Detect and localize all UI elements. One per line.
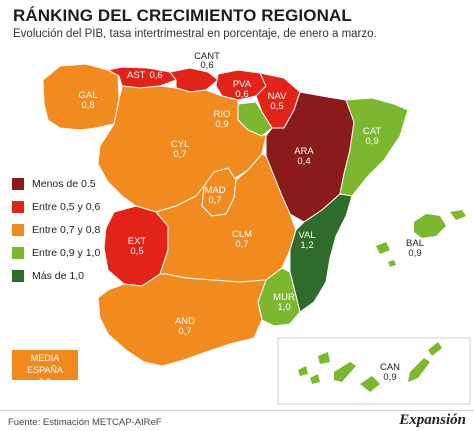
legend-item: Más de 1,0 — [12, 266, 100, 286]
footer: Fuente: Estimación METCAP-AIReF Expansió… — [0, 410, 474, 431]
brand-logo: Expansión — [399, 412, 466, 428]
legend-item: Menos de 0.5 — [12, 174, 100, 194]
label-and-code: AND — [175, 316, 195, 327]
source-text: Fuente: Estimación METCAP-AIReF — [8, 417, 162, 428]
label-clm-value: 0,7 — [235, 239, 248, 250]
legend-label: Entre 0,5 y 0,6 — [32, 201, 101, 213]
legend-item: Entre 0,7 y 0,8 — [12, 220, 100, 240]
legend-item: Entre 0,5 y 0,6 — [12, 197, 100, 217]
region-and — [97, 273, 267, 367]
label-mad-code: MAD — [204, 185, 225, 196]
label-val-value: 1,2 — [300, 240, 313, 251]
region-ast — [106, 66, 177, 89]
label-bal-value: 0,9 — [408, 248, 421, 259]
region-can-7 — [428, 342, 442, 356]
region-can-4 — [334, 362, 356, 382]
legend-swatch — [12, 178, 24, 190]
map-title: RÁNKING DEL CRECIMIENTO REGIONAL — [13, 6, 352, 25]
label-and-value: 0,7 — [178, 326, 191, 337]
legend-swatch — [12, 270, 24, 282]
region-rio — [237, 101, 273, 137]
label-cant-code: CANT — [194, 51, 220, 62]
region-bal-formentera — [388, 260, 396, 267]
label-bal-code: BAL — [406, 238, 424, 249]
label-mur-code: MUR — [273, 292, 295, 303]
media-value: 0,8 — [38, 377, 52, 387]
label-nav-value: 0,5 — [270, 101, 283, 112]
region-can-2 — [310, 374, 320, 384]
legend-label: Más de 1,0 — [32, 270, 84, 282]
label-mad-value: 0,7 — [208, 195, 221, 206]
legend-label: Menos de 0.5 — [32, 178, 96, 190]
label-ara-code: ARA — [294, 146, 314, 157]
region-bal-menorca — [450, 210, 466, 220]
label-ext-code: EXT — [128, 236, 147, 247]
map-subtitle: Evolución del PIB, tasa intertrimestral … — [13, 28, 377, 40]
label-gal-code: GAL — [78, 90, 97, 101]
region-cat — [339, 97, 409, 197]
label-val-code: VAL — [298, 230, 315, 241]
label-cyl-code: CYL — [171, 139, 189, 150]
label-can-code: CAN — [380, 362, 400, 373]
map-legend: Menos de 0.5 Entre 0,5 y 0,6 Entre 0,7 y… — [12, 174, 100, 289]
label-nav-code: NAV — [268, 91, 287, 102]
region-val — [289, 193, 353, 313]
label-rio-code: RIO — [214, 109, 231, 120]
region-can-6 — [408, 358, 430, 382]
region-can-1 — [298, 366, 308, 376]
label-ara-value: 0,4 — [297, 156, 310, 167]
label-cyl-value: 0,7 — [173, 149, 186, 160]
label-rio-value: 0,9 — [215, 119, 228, 130]
label-mur-value: 1,0 — [277, 302, 290, 313]
legend-swatch — [12, 224, 24, 236]
legend-swatch — [12, 201, 24, 213]
label-cat-value: 0,9 — [365, 136, 378, 147]
label-can-value: 0,9 — [383, 372, 396, 383]
region-can-5 — [360, 376, 380, 392]
label-ext-value: 0,5 — [130, 246, 143, 257]
label-gal-value: 0,8 — [81, 100, 94, 111]
spain-map: GAL 0,8 AST 0,6 CANT 0,6 PVA 0,6 NAV 0,5 … — [42, 51, 471, 405]
label-cant-value: 0,6 — [200, 60, 213, 71]
legend-label: Entre 0,7 y 0,8 — [32, 224, 101, 236]
media-label: MEDIA ESPAÑA — [27, 353, 63, 375]
region-bal-ibiza — [376, 242, 390, 254]
label-pva-value: 0,6 — [235, 89, 248, 100]
region-bal-mallorca — [414, 214, 446, 238]
canarias-inset — [277, 337, 471, 405]
label-clm-code: CLM — [232, 229, 252, 240]
media-espana-badge: MEDIA ESPAÑA 0,8 — [12, 350, 78, 387]
region-can-3 — [318, 352, 330, 364]
legend-item: Entre 0,9 y 1,0 — [12, 243, 100, 263]
label-cat-code: CAT — [363, 126, 381, 137]
label-pva-code: PVA — [233, 79, 252, 90]
legend-swatch — [12, 247, 24, 259]
label-ast: AST 0,6 — [127, 70, 163, 81]
legend-label: Entre 0,9 y 1,0 — [32, 247, 101, 259]
